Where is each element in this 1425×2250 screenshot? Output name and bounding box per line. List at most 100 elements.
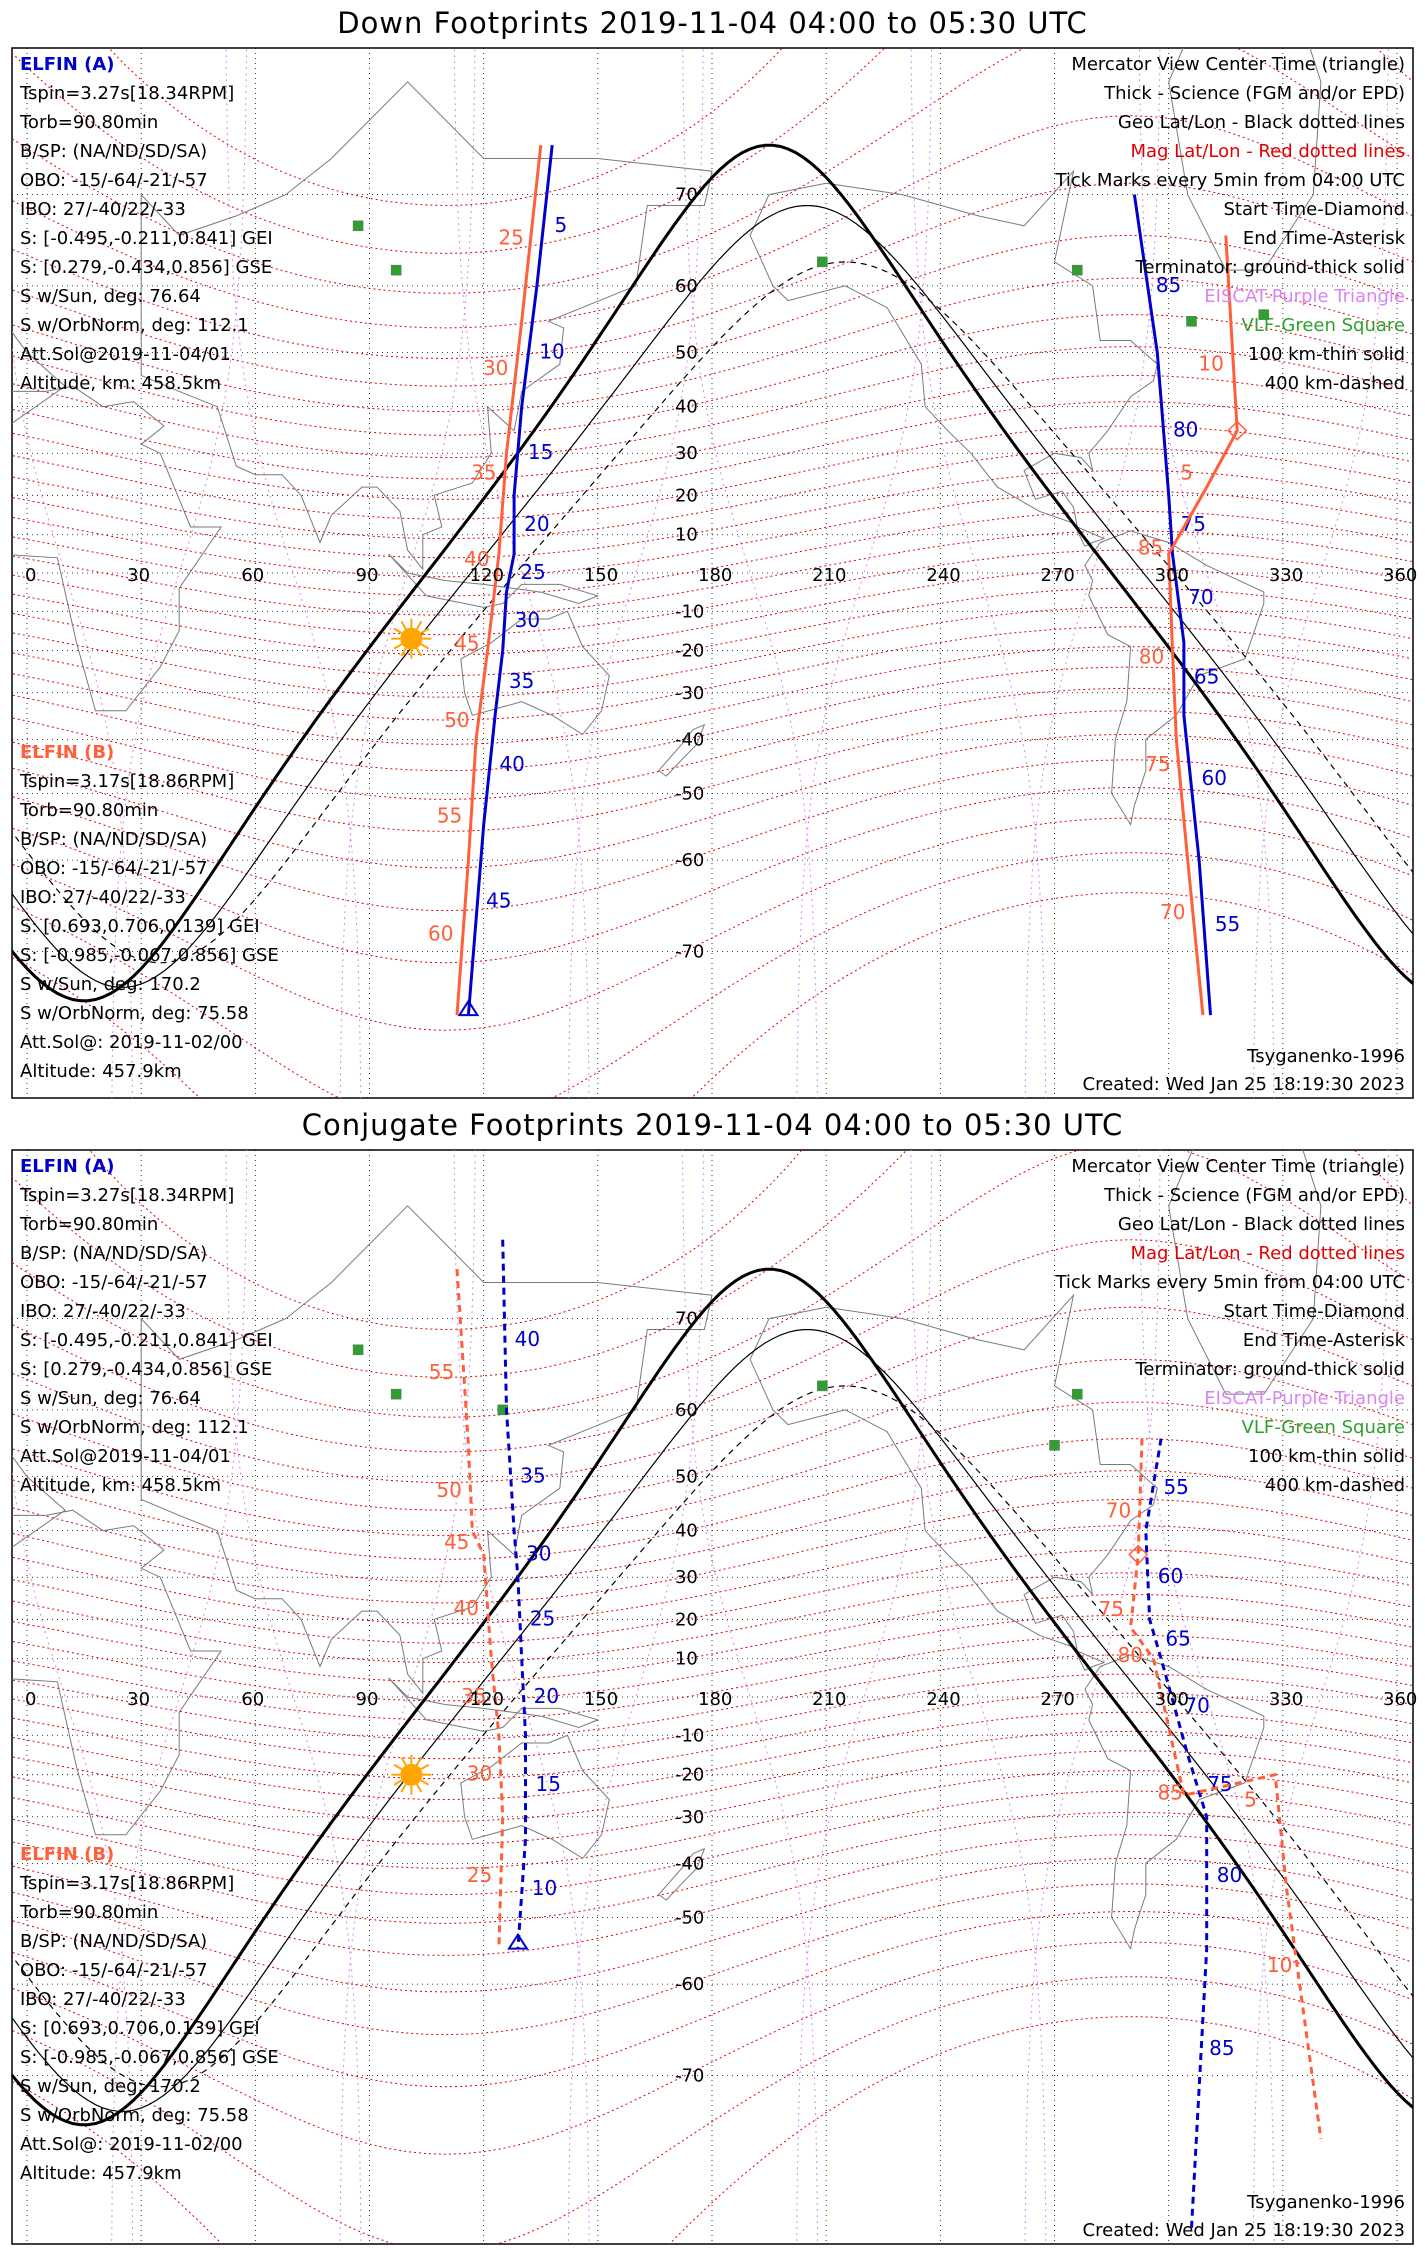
continent-outline (749, 1293, 1158, 1671)
lat-tick-label: 20 (675, 485, 698, 506)
lon-tick-label: 120 (470, 565, 504, 586)
mag-lon-line (111, 48, 248, 1098)
legend-line: 400 km-dashed (1265, 373, 1405, 394)
terminator-400km (12, 1385, 1413, 2088)
mag-lat-line (12, 425, 1413, 520)
continent-outline (460, 1734, 610, 1860)
model-label: Tsyganenko-1996 (1246, 2192, 1405, 2213)
mag-lat-line (12, 1634, 1413, 1721)
continent-outline (1084, 530, 1265, 827)
mag-lat-line (12, 1941, 1413, 2155)
terminator-ground (12, 1267, 1413, 2127)
elfin-b-info-line: OBO: -15/-64/-21/-57 (20, 858, 208, 879)
lon-tick-label: 240 (926, 565, 960, 586)
track-tick-label: 10 (1198, 352, 1223, 376)
lon-tick-label: 0 (25, 1689, 36, 1710)
continent-outline (12, 1455, 223, 1836)
track-tick-label: 10 (1267, 1953, 1292, 1977)
track-tick-label: 35 (461, 1684, 486, 1708)
track-tick-label: 50 (436, 1478, 461, 1502)
elfin-a-info-line: Torb=90.80min (19, 1214, 158, 1235)
elfin-b-info-line: S w/Sun, deg: 170.2 (20, 974, 201, 995)
footprint-track (466, 144, 554, 1016)
mag-lon-line (1024, 48, 1161, 1098)
terminator-400km (12, 261, 1413, 964)
start-diamond-marker (1128, 1544, 1149, 1565)
mag-lon-line (12, 343, 133, 1098)
mag-lat-line (12, 710, 1413, 832)
track-tick-label: 70 (1188, 585, 1213, 609)
mag-lat-line (12, 1654, 1413, 1740)
vlf-station-marker (390, 1388, 402, 1400)
elfin-a-info-line: Tspin=3.27s[18.34RPM] (19, 83, 234, 104)
legend-line: Tick Marks every 5min from 04:00 UTC (1054, 170, 1405, 191)
mag-lon-line (682, 48, 818, 1098)
lat-tick-label: 70 (675, 185, 698, 206)
track-tick-label: 45 (444, 1530, 469, 1554)
elfin-b-info-line: B/SP: (NA/ND/SD/SA) (20, 1931, 207, 1952)
mag-lon-line (682, 1150, 819, 2244)
lat-tick-label: 60 (675, 1400, 698, 1421)
lat-tick-label: 40 (675, 397, 698, 418)
continent-outline (749, 169, 1158, 547)
lat-tick-label: -40 (675, 1853, 704, 1874)
track-tick-label: 85 (1209, 2036, 1234, 2060)
legend-line: Thick - Science (FGM and/or EPD) (1103, 1185, 1405, 1206)
created-timestamp: Created: Wed Jan 25 18:19:30 2023 (1083, 2220, 1405, 2241)
lon-tick-label: 330 (1269, 1689, 1303, 1710)
elfin-b-info-line: Altitude: 457.9km (20, 2163, 182, 2184)
mag-lon-line (453, 48, 590, 1098)
lat-tick-label: -20 (675, 641, 704, 662)
lat-tick-label: -50 (675, 1907, 704, 1928)
lon-tick-label: 90 (356, 1689, 379, 1710)
lon-tick-label: 0 (25, 565, 36, 586)
track-tick-label: 40 (515, 1327, 540, 1351)
mag-lat-line (12, 1572, 1413, 1664)
footprint-track (455, 1269, 505, 1949)
legend-line: End Time-Asterisk (1243, 228, 1406, 249)
track-tick-label: 40 (499, 752, 524, 776)
lat-tick-label: 10 (675, 1649, 698, 1670)
elfin-a-info-line: Altitude, km: 458.5km (20, 373, 221, 394)
sun-icon (391, 618, 432, 659)
vlf-station-marker (390, 264, 402, 276)
lat-tick-label: -60 (675, 850, 704, 871)
mag-lat-line (12, 1976, 1413, 2244)
elfin-b-info-line: Tspin=3.17s[18.86RPM] (19, 771, 234, 792)
elfin-b-info-line: S: [0.693,0.706,0.139] GEI (20, 916, 260, 937)
map-plot: 5101520253035404525303540455055608580757… (12, 48, 1413, 1098)
footprint-track (1132, 194, 1212, 1016)
mag-lat-line (12, 182, 1413, 360)
elfin-b-info-line: Att.Sol@: 2019-11-02/00 (20, 2134, 243, 2155)
elfin-b-info-line: OBO: -15/-64/-21/-57 (20, 1960, 208, 1981)
mag-lon-line (910, 48, 1047, 1098)
mag-lat-line (12, 1883, 1413, 2036)
track-tick-label: 30 (515, 608, 540, 632)
elfin-a-info-line: B/SP: (NA/ND/SD/SA) (20, 141, 207, 162)
track-tick-label: 60 (1158, 1564, 1183, 1588)
footprint-track (455, 144, 543, 1016)
start-diamond-marker (1227, 420, 1248, 441)
continent-outline (12, 331, 223, 712)
track-tick-label: 40 (453, 1596, 478, 1620)
elfin-a-info-line: Att.Sol@2019-11-04/01 (20, 1446, 231, 1467)
legend-line: Mercator View Center Time (triangle) (1071, 1156, 1405, 1177)
legend-line: Mercator View Center Time (triangle) (1071, 54, 1405, 75)
lat-tick-label: -50 (675, 783, 704, 804)
legend-line: Mag Lat/Lon - Red dotted lines (1130, 1243, 1405, 1264)
elfin-b-info-line: Torb=90.80min (19, 1902, 158, 1923)
lat-tick-label: -10 (675, 601, 704, 622)
panel-title-conjugate: Conjugate Footprints 2019-11-04 04:00 to… (301, 1108, 1124, 1142)
mag-lon-line (796, 1150, 933, 2244)
mag-lat-line (12, 1910, 1413, 2088)
lat-tick-label: -20 (675, 1765, 704, 1786)
legend-line: VLF-Green Square (1242, 1417, 1405, 1438)
elfin-a-info-line: B/SP: (NA/ND/SD/SA) (20, 1243, 207, 1264)
mag-lat-line (12, 469, 1413, 559)
lat-tick-label: -70 (675, 2065, 704, 2086)
mag-lat-line (12, 1498, 1413, 1604)
track-tick-label: 55 (1215, 912, 1240, 936)
track-tick-label: 75 (1099, 1597, 1124, 1621)
track-tick-label: 80 (1217, 1863, 1242, 1887)
legend-line: 100 km-thin solid (1248, 344, 1405, 365)
